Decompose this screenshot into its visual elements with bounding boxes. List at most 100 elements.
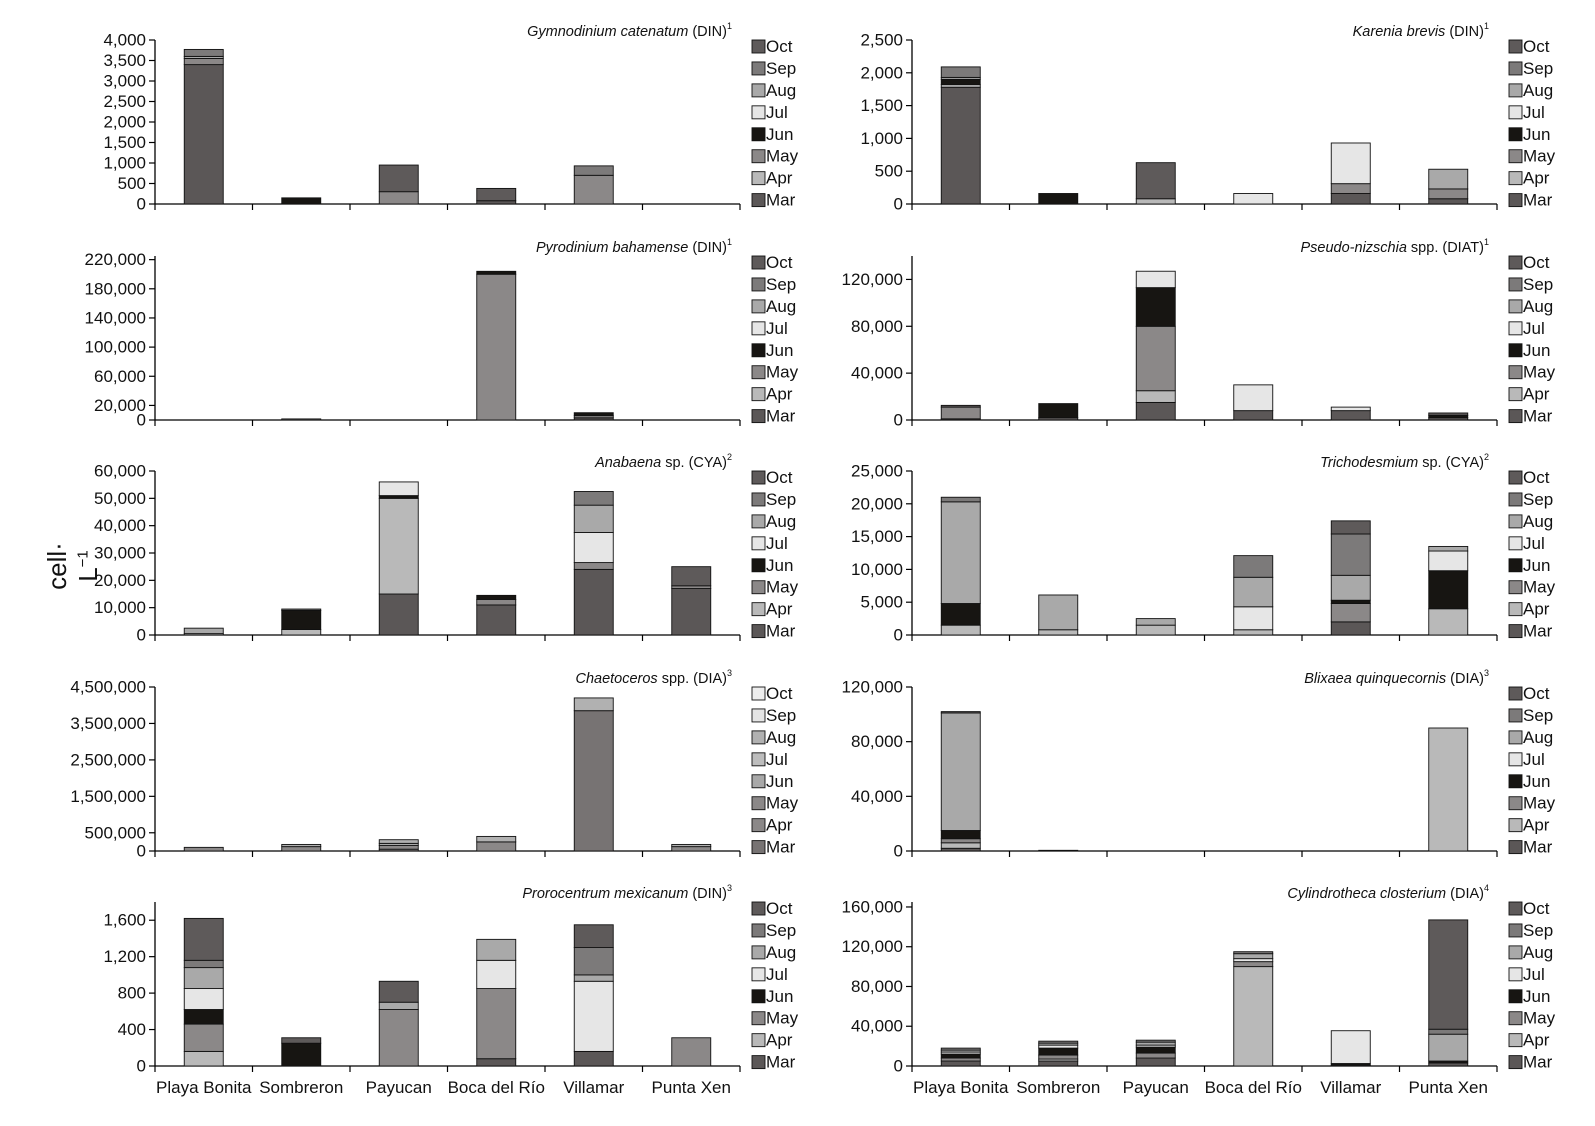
legend-swatch <box>1508 818 1523 833</box>
y-tick-label: 80,000 <box>851 732 903 751</box>
legend-label: Aug <box>1523 728 1553 747</box>
bar-segment <box>1330 1030 1371 1064</box>
x-category-label: Boca del Río <box>448 1078 545 1097</box>
y-tick-label: 3,500,000 <box>70 714 146 733</box>
bar-segment <box>183 917 224 961</box>
legend-swatch <box>751 470 766 485</box>
y-tick-label: 15,000 <box>851 527 903 546</box>
y-tick-label: 2,500,000 <box>70 750 146 769</box>
bar-segment <box>1135 1057 1176 1067</box>
bar-segment <box>1135 618 1176 626</box>
bar-segment <box>1135 1039 1176 1043</box>
legend-label: Aug <box>766 728 796 747</box>
legend-swatch <box>1508 796 1523 811</box>
y-tick-label: 1,500 <box>103 133 146 152</box>
legend-swatch <box>751 580 766 595</box>
bar-segment <box>183 1023 224 1052</box>
legend-swatch <box>751 343 766 358</box>
y-tick-label: 60,000 <box>94 462 146 481</box>
legend-label: Jul <box>766 750 788 769</box>
bar-segment <box>671 588 712 636</box>
bar-segment <box>183 627 224 635</box>
legend-swatch <box>1508 624 1523 639</box>
bar-segment <box>1038 594 1079 631</box>
bar-segment <box>1233 555 1274 578</box>
legend-swatch <box>751 945 766 960</box>
bar-segment <box>573 412 614 417</box>
x-category-label: Playa Bonita <box>156 1078 252 1097</box>
legend-label: Jun <box>1523 772 1550 791</box>
legend-swatch <box>1508 127 1523 142</box>
legend-label: Aug <box>1523 943 1553 962</box>
legend-swatch <box>751 901 766 916</box>
bar-segment <box>1233 410 1274 421</box>
legend-label: Mar <box>766 838 796 857</box>
legend-label: Jun <box>766 341 793 360</box>
legend-label: Jun <box>1523 125 1550 144</box>
legend-swatch <box>751 774 766 789</box>
y-tick-label: 0 <box>894 1057 903 1076</box>
legend-label: May <box>766 363 799 382</box>
bar-segment <box>1038 1060 1079 1067</box>
y-tick-label: 40,000 <box>851 787 903 806</box>
bar-segment <box>1330 183 1371 194</box>
y-tick-label: 4,500,000 <box>70 678 146 697</box>
legend-swatch <box>1508 470 1523 485</box>
legend-label: Mar <box>1523 191 1553 210</box>
legend-swatch <box>751 708 766 723</box>
bar-segment <box>183 967 224 990</box>
bar-segment <box>1330 574 1371 601</box>
y-tick-label: 220,000 <box>85 250 146 269</box>
bar-segment <box>281 1037 322 1044</box>
bar-segment <box>1135 401 1176 421</box>
bar-segment <box>476 594 517 600</box>
bar-segment <box>940 406 981 420</box>
legend-swatch <box>1508 321 1523 336</box>
bar-segment <box>1428 550 1469 572</box>
bar-segment <box>1038 849 1079 852</box>
bar-segment <box>1233 384 1274 412</box>
legend-label: May <box>766 147 799 166</box>
y-tick-label: 0 <box>137 842 146 861</box>
legend-swatch <box>1508 365 1523 380</box>
legend-swatch <box>1508 409 1523 424</box>
legend-label: Jun <box>766 125 793 144</box>
bar-segment <box>1330 533 1371 576</box>
bar-segment <box>940 711 981 714</box>
bar-segment <box>940 838 981 844</box>
bar-segment <box>1135 325 1176 392</box>
bar-segment <box>1233 966 1274 1067</box>
legend-label: May <box>1523 147 1556 166</box>
y-tick-label: 140,000 <box>85 308 146 327</box>
legend-label: Aug <box>766 512 796 531</box>
bar-segment <box>378 497 419 595</box>
legend-label: Mar <box>1523 622 1553 641</box>
legend-label: Jul <box>766 534 788 553</box>
bar-segment <box>1038 1047 1079 1056</box>
y-tick-label: 1,500,000 <box>70 787 146 806</box>
bar-segment <box>1135 162 1176 200</box>
chart-panel: 0 5,000 10,000 15,000 20,000 25,000 Trichodesm… <box>851 452 1556 645</box>
bar-segment <box>940 1053 981 1059</box>
bar-segment <box>183 988 224 1010</box>
bar-segment <box>1233 629 1274 636</box>
legend-swatch <box>1508 514 1523 529</box>
x-category-label: Punta Xen <box>652 1078 731 1097</box>
bar-segment <box>1038 403 1079 419</box>
legend-swatch <box>751 255 766 270</box>
bar-segment <box>1428 1028 1469 1035</box>
bar-segment <box>573 562 614 570</box>
legend-label: Mar <box>766 191 796 210</box>
bar-segment <box>1428 188 1469 200</box>
legend-label: Oct <box>1523 253 1550 272</box>
legend-swatch <box>1508 840 1523 855</box>
y-tick-label: 30,000 <box>94 544 146 563</box>
chart-panel: 0 40,000 80,000 120,000 Pseudo-nizschia spp.… <box>842 237 1556 430</box>
legend-swatch <box>1508 923 1523 938</box>
bar-segment <box>940 1047 981 1051</box>
legend-label: May <box>766 1009 799 1028</box>
bar-segment <box>1330 621 1371 636</box>
legend-label: Oct <box>1523 468 1550 487</box>
legend-swatch <box>1508 580 1523 595</box>
